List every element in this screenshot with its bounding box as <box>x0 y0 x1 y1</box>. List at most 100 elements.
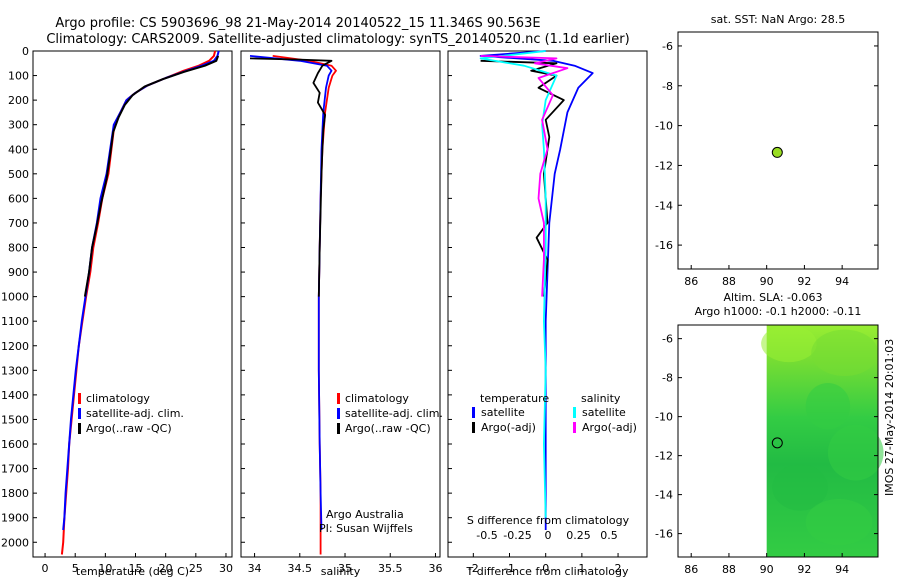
depth-tick-label: 1200 <box>1 340 29 353</box>
difference-legend-header-temperature: temperature <box>480 392 549 405</box>
depth-tick-label: 400 <box>8 143 29 156</box>
depth-tick-label: 1400 <box>1 389 29 402</box>
temperature-legend-label-2: Argo(..raw -QC) <box>86 422 172 435</box>
sst-map-y-tick-label: -6 <box>662 40 673 53</box>
figure-title-line2: Climatology: CARS2009. Satellite-adjuste… <box>46 32 629 47</box>
sst-map-y-tick-label: -16 <box>655 239 673 252</box>
temperature-legend-swatch-0 <box>78 393 81 404</box>
temperature-series-2-line <box>83 55 220 297</box>
sla-map-title-line2: Argo h1000: -0.1 h2000: -0.11 <box>695 305 862 318</box>
sla-map-x-tick-label: 92 <box>797 563 811 576</box>
salinity-series-2-line <box>249 57 333 297</box>
depth-tick-label: 700 <box>8 217 29 230</box>
difference-legend-label-0: satellite <box>481 406 525 419</box>
sst-map-x-tick-label: 88 <box>722 275 736 288</box>
difference-s-tick-label: -0.25 <box>503 529 531 542</box>
temperature-x-tick-label: 20 <box>159 562 173 575</box>
sla-map-y-tick-label: -10 <box>655 411 673 424</box>
temperature-x-tick-label: 25 <box>189 562 203 575</box>
sst-map-x-tick-label: 92 <box>797 275 811 288</box>
sla-map-y-tick-label: -8 <box>662 372 673 385</box>
salinity-plot-frame <box>240 50 441 558</box>
difference-s-tick-label: 0.25 <box>566 529 591 542</box>
difference-legend-label-2: satellite <box>582 406 626 419</box>
difference-legend-swatch-3 <box>573 422 576 433</box>
depth-tick-label: 1100 <box>1 315 29 328</box>
depth-tick-label: 200 <box>8 94 29 107</box>
sla-map-y-tick-label: -12 <box>655 450 673 463</box>
difference-series-1-line <box>480 59 565 297</box>
difference-s-tick-label: 0 <box>545 529 552 542</box>
salinity-legend-swatch-0 <box>337 393 340 404</box>
temperature-x-axis-label: temperature (deg C) <box>76 565 189 578</box>
depth-tick-label: 1500 <box>1 413 29 426</box>
sst-map-y-tick-label: -8 <box>662 80 673 93</box>
sla-heatmap-patch <box>811 329 878 377</box>
sst-map-float-position-marker <box>771 146 783 158</box>
sla-heatmap-patch <box>805 383 851 430</box>
difference-legend-swatch-2 <box>573 407 576 418</box>
sla-map-x-tick-label: 94 <box>835 563 849 576</box>
sla-map-y-tick-label: -6 <box>662 333 673 346</box>
temperature-x-tick-label: 15 <box>129 562 143 575</box>
sst-map-title: sat. SST: NaN Argo: 28.5 <box>711 13 845 26</box>
sst-map-frame <box>677 31 879 270</box>
depth-tick-label: 1800 <box>1 487 29 500</box>
salinity-legend-label-1: satellite-adj. clim. <box>345 407 443 420</box>
salinity-legend-swatch-2 <box>337 423 340 434</box>
depth-tick-label: 1700 <box>1 463 29 476</box>
depth-tick-label: 900 <box>8 266 29 279</box>
difference-s-tick-label: 0.5 <box>600 529 618 542</box>
difference-s-axis-label: S difference from climatology <box>467 514 630 527</box>
difference-series-3-line <box>480 55 569 297</box>
sst-map-x-tick-label: 94 <box>835 275 849 288</box>
depth-tick-label: 100 <box>8 70 29 83</box>
depth-tick-label: 1600 <box>1 438 29 451</box>
difference-legend-label-3: Argo(-adj) <box>582 421 637 434</box>
salinity-x-tick-label: 34.5 <box>288 562 313 575</box>
temperature-x-tick-label: 30 <box>219 562 233 575</box>
difference-legend-label-1: Argo(-adj) <box>481 421 536 434</box>
temperature-x-tick-label: 5 <box>72 562 79 575</box>
depth-tick-label: 1900 <box>1 512 29 525</box>
temperature-x-tick-label: 0 <box>42 562 49 575</box>
sst-map-x-tick-label: 90 <box>760 275 774 288</box>
sst-map-y-tick-label: -10 <box>655 120 673 133</box>
sla-map-y-tick-label: -16 <box>655 528 673 541</box>
depth-tick-label: 300 <box>8 119 29 132</box>
sst-map-x-tick-label: 86 <box>684 275 698 288</box>
difference-series-2-line <box>479 50 558 518</box>
sla-heatmap-patch <box>761 325 817 363</box>
difference-x-tick-label: -2 <box>468 562 479 575</box>
salinity-x-tick-label: 35.5 <box>378 562 403 575</box>
difference-legend-header-salinity: salinity <box>581 392 621 405</box>
temperature-legend-swatch-1 <box>78 408 81 419</box>
salinity-legend-label-2: Argo(..raw -QC) <box>345 422 431 435</box>
salinity-legend-label-0: climatology <box>345 392 409 405</box>
sla-heatmap-patch <box>772 464 828 511</box>
depth-tick-label: 1000 <box>1 291 29 304</box>
sla-map-x-tick-label: 86 <box>684 563 698 576</box>
sla-map-y-tick-label: -14 <box>655 489 673 502</box>
difference-x-axis-label: T difference from climatology <box>466 565 629 578</box>
sla-map-x-tick-label: 90 <box>760 563 774 576</box>
depth-tick-label: 500 <box>8 168 29 181</box>
imos-timestamp-label: IMOS 27-May-2014 20:01:03 <box>883 339 896 496</box>
difference-plot-frame <box>447 50 648 558</box>
figure-title-line1: Argo profile: CS 5903696_98 21-May-2014 … <box>55 16 540 31</box>
sla-heatmap-patch <box>827 424 884 481</box>
difference-legend-swatch-1 <box>472 422 475 433</box>
difference-s-tick-label: -0.5 <box>476 529 497 542</box>
salinity-x-axis-label: salinity <box>321 565 361 578</box>
sla-heatmap-patch <box>805 499 873 546</box>
difference-x-tick-label: -1 <box>504 562 515 575</box>
temperature-legend-swatch-2 <box>78 423 81 434</box>
sst-map-y-tick-label: -12 <box>655 159 673 172</box>
temperature-legend-label-1: satellite-adj. clim. <box>86 407 184 420</box>
temperature-x-tick-label: 10 <box>98 562 112 575</box>
depth-tick-label: 1300 <box>1 364 29 377</box>
depth-tick-label: 0 <box>22 45 29 58</box>
depth-tick-label: 800 <box>8 242 29 255</box>
annotation-argo-australia: Argo Australia <box>326 508 404 521</box>
